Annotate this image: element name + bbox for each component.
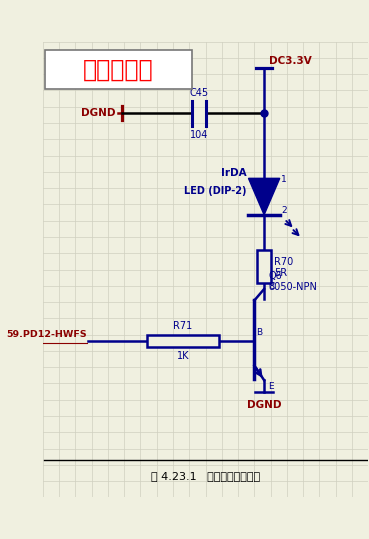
FancyBboxPatch shape [257, 250, 271, 282]
Text: IrDA: IrDA [221, 168, 246, 178]
Text: 5R: 5R [274, 268, 287, 278]
Text: 8050-NPN: 8050-NPN [268, 282, 317, 292]
Text: Q6: Q6 [268, 271, 282, 281]
Text: 59.PD12-HWFS: 59.PD12-HWFS [6, 329, 87, 338]
Text: DGND: DGND [247, 400, 282, 410]
Text: 图 4.23.1   红外线发送原理图: 图 4.23.1 红外线发送原理图 [151, 471, 260, 481]
Text: E: E [268, 382, 274, 391]
Text: DC3.3V: DC3.3V [269, 56, 312, 66]
Text: 1: 1 [281, 176, 287, 184]
FancyBboxPatch shape [147, 335, 218, 347]
Text: B: B [256, 328, 262, 337]
Text: C: C [268, 282, 274, 291]
Text: R71: R71 [173, 321, 192, 331]
Text: R70: R70 [274, 257, 293, 267]
Text: C45: C45 [189, 87, 208, 98]
Polygon shape [248, 178, 280, 215]
Text: LED (DIP-2): LED (DIP-2) [184, 186, 246, 196]
Text: 104: 104 [190, 130, 208, 140]
Text: 2: 2 [281, 206, 287, 216]
Text: 红外线发送: 红外线发送 [83, 57, 154, 81]
Text: 1K: 1K [176, 351, 189, 361]
FancyBboxPatch shape [45, 50, 192, 89]
Text: DGND: DGND [82, 108, 116, 118]
